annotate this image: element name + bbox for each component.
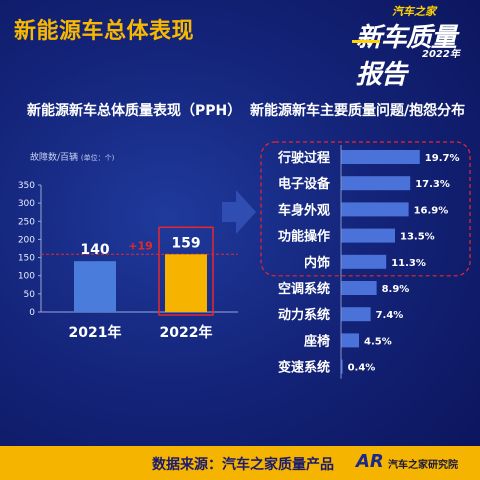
hbar-value-label-3: 13.5% (400, 232, 435, 243)
hbar-category-label-4: 内饰 (304, 255, 330, 271)
footer-bar: 数据来源：汽车之家质量产品 AR 汽车之家研究院 (0, 446, 480, 480)
hbar-category-label-2: 车身外观 (278, 202, 330, 218)
hbar-category-label-7: 座椅 (303, 333, 330, 349)
hbar-category-label-8: 变速系统 (278, 360, 330, 376)
hbar-category-label-6: 动力系统 (278, 307, 330, 323)
right-chart-title: 新能源新车主要质量问题/抱怨分布 (250, 103, 466, 119)
y-tick-label-4: 200 (18, 235, 35, 245)
hbar-空调系统 (341, 281, 377, 295)
y-axis-unit: (单位：个) (80, 154, 115, 162)
y-tick-label-5: 250 (18, 217, 35, 227)
hbar-电子设备 (341, 176, 411, 191)
badge-decoration (352, 40, 380, 43)
footer-institute: 汽车之家研究院 (388, 460, 458, 471)
hbar-category-label-3: 功能操作 (278, 229, 330, 245)
hbar-value-label-2: 16.9% (414, 205, 449, 216)
report-badge: 汽车之家 新车质量报告 2022年 (352, 2, 474, 90)
bar-2022年 (165, 254, 207, 312)
bar-value-label-1: 159 (171, 235, 200, 251)
hbar-value-label-8: 0.4% (348, 363, 376, 374)
footer-logo: AR (356, 451, 384, 472)
hbar-变速系统 (341, 359, 343, 374)
highlight-box-2022 (158, 226, 214, 316)
y-axis-label: 故障数/百辆 (单位：个) (30, 150, 114, 163)
hbar-功能操作 (341, 228, 395, 243)
hbar-动力系统 (341, 307, 371, 322)
y-tick-label-2: 100 (18, 272, 35, 282)
x-category-label-0: 2021年 (69, 324, 122, 341)
y-axis-label-text: 故障数/百辆 (30, 153, 79, 163)
hbar-value-label-6: 7.4% (376, 310, 404, 321)
increase-annotation: +19 (128, 239, 153, 252)
badge-title: 新车质量报告 (356, 23, 457, 90)
hbar-行驶过程 (341, 150, 420, 164)
hbar-value-label-4: 11.3% (391, 258, 426, 269)
arrow-right-icon (222, 190, 256, 234)
y-tick-label-0: 0 (29, 308, 35, 318)
hbar-车身外观 (341, 202, 409, 217)
hbar-座椅 (341, 333, 359, 348)
hbar-内饰 (341, 254, 387, 269)
left-chart-title: 新能源新车总体质量表现（PPH） (27, 103, 242, 119)
x-category-label-1: 2022年 (160, 324, 213, 341)
y-tick-label-7: 350 (18, 181, 35, 191)
bar-value-label-0: 140 (80, 242, 109, 258)
y-tick-label-3: 150 (18, 254, 35, 264)
y-tick-label-6: 300 (18, 199, 35, 209)
top5-highlight-box (260, 141, 471, 277)
page-title: 新能源车总体表现 (14, 19, 195, 44)
hbar-category-label-5: 空调系统 (278, 281, 330, 297)
hbar-value-label-7: 4.5% (364, 336, 392, 347)
bar-2021年 (74, 261, 116, 312)
badge-brand: 汽车之家 (392, 5, 436, 18)
hbar-value-label-1: 17.3% (415, 179, 450, 190)
badge-year: 2022年 (422, 49, 460, 60)
hbar-value-label-0: 19.7% (425, 153, 460, 164)
hbar-category-label-0: 行驶过程 (277, 150, 330, 166)
hbar-value-label-5: 8.9% (382, 284, 410, 295)
chart-canvas: 0 50 100 150 200 250 300 350 140 2021年 159 2022年 +19… (18, 141, 471, 379)
y-tick-label-1: 50 (24, 290, 36, 300)
hbar-category-label-1: 电子设备 (278, 176, 331, 192)
footer-source: 数据来源：汽车之家质量产品 (152, 457, 334, 473)
